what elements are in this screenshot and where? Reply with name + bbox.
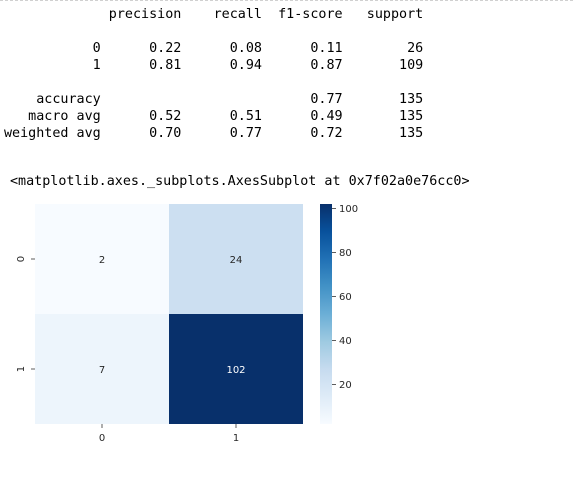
- colorbar-tick-label: 40: [339, 336, 352, 347]
- confusion-matrix-heatmap: 2 24 7 102 0 1 0 1 20 40 60 80 100: [16, 204, 358, 444]
- colorbar-tick-label: 100: [339, 204, 358, 215]
- cell-annotation: 102: [226, 365, 245, 376]
- heatmap-cell: [169, 204, 303, 314]
- heatmap-cell: [35, 314, 169, 424]
- classification-report: precision recall f1-score support 0 0.22…: [4, 7, 424, 141]
- cell-annotation: 7: [99, 365, 105, 376]
- cell-annotation: 24: [230, 255, 243, 266]
- cell-divider: [0, 0, 573, 1]
- x-tick-label: 1: [233, 433, 239, 444]
- colorbar-tick-label: 80: [339, 248, 352, 259]
- colorbar-tick-label: 20: [339, 380, 352, 391]
- heatmap-cell: [35, 204, 169, 314]
- axes-repr-output: <matplotlib.axes._subplots.AxesSubplot a…: [10, 174, 470, 189]
- colorbar: [320, 204, 332, 424]
- y-tick-label: 0: [16, 256, 27, 262]
- heatmap-cell: [169, 314, 303, 424]
- colorbar-tick-label: 60: [339, 292, 352, 303]
- cell-annotation: 2: [99, 255, 105, 266]
- y-tick-label: 1: [16, 366, 27, 372]
- x-tick-label: 0: [99, 433, 105, 444]
